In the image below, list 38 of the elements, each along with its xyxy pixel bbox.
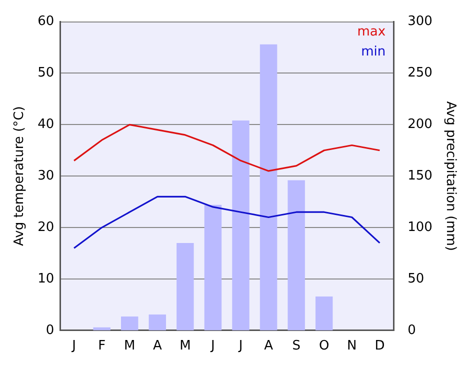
y-axis-title: Avg temperature (°C) (12, 106, 28, 246)
y2-axis-title: Avg precipitation (mm) (442, 101, 458, 251)
y-tick-label: 10 (38, 271, 54, 286)
bar (148, 314, 166, 330)
y-tick-label: 30 (38, 168, 54, 184)
x-tick-label: A (264, 338, 274, 354)
y2-tick-label: 300 (408, 14, 432, 30)
y-tick-label: 60 (38, 14, 54, 30)
bar (260, 44, 278, 330)
x-tick-label: M (124, 338, 136, 354)
y2-tick-label: 150 (408, 168, 432, 184)
y2-tick-label: 0 (408, 322, 416, 338)
x-tick-label: J (238, 338, 243, 354)
bar (316, 296, 333, 330)
x-tick-label: S (292, 338, 300, 354)
y-tick-label: 40 (38, 117, 54, 132)
bar (288, 180, 305, 330)
bar (204, 204, 222, 330)
y2-tick-label: 200 (408, 117, 432, 132)
bar (232, 120, 250, 330)
x-tick-label: O (319, 338, 330, 354)
y2-tick-label: 50 (408, 271, 424, 286)
y2-tick-label: 100 (408, 220, 432, 235)
y-tick-label: 0 (46, 322, 54, 338)
x-tick-label: N (347, 338, 357, 354)
bar (176, 242, 194, 330)
x-tick-label: J (71, 338, 76, 354)
bar (120, 316, 138, 330)
y-tick-label: 20 (38, 220, 54, 235)
x-tick-label: A (152, 338, 162, 354)
text: min (361, 44, 386, 60)
y-tick-label: 50 (38, 66, 54, 81)
x-tick-label: M (180, 338, 191, 354)
x-tick-label: D (374, 338, 385, 354)
y2-tick-label: 250 (408, 66, 432, 81)
x-tick-label: F (98, 338, 106, 354)
x-tick-label: J (210, 338, 215, 354)
text: max (357, 24, 386, 40)
